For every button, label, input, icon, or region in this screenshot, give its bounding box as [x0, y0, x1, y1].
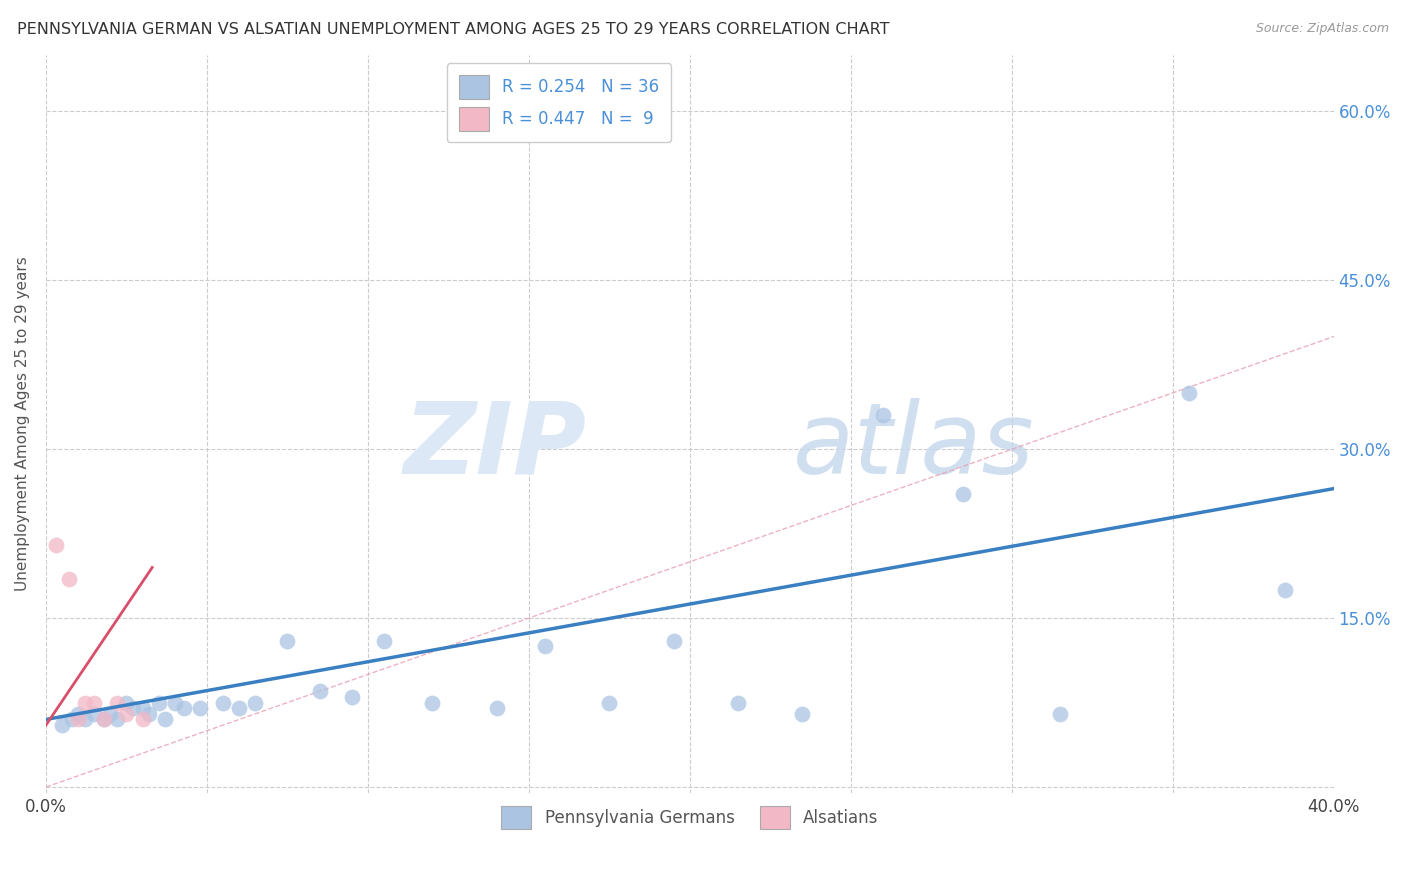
Point: [872, 409, 894, 423]
Text: Source: ZipAtlas.com: Source: ZipAtlas.com: [1256, 22, 1389, 36]
Point: [727, 696, 749, 710]
Point: [60, 713, 83, 727]
Point: [245, 696, 267, 710]
Point: [58, 572, 80, 586]
Point: [115, 696, 138, 710]
Point: [153, 713, 176, 727]
Text: ZIP: ZIP: [404, 398, 586, 494]
Point: [173, 701, 195, 715]
Point: [67, 713, 90, 727]
Point: [138, 706, 160, 721]
Point: [93, 713, 115, 727]
Point: [1178, 386, 1201, 401]
Point: [93, 713, 115, 727]
Point: [73, 713, 96, 727]
Point: [148, 696, 170, 710]
Point: [67, 706, 90, 721]
Point: [163, 696, 186, 710]
Point: [131, 713, 153, 727]
Point: [212, 696, 235, 710]
Point: [131, 701, 153, 715]
Point: [340, 690, 363, 704]
Point: [83, 706, 105, 721]
Point: [73, 696, 96, 710]
Point: [534, 640, 557, 654]
Point: [115, 706, 138, 721]
Point: [51, 718, 73, 732]
Point: [98, 706, 121, 721]
Point: [485, 701, 508, 715]
Point: [83, 696, 105, 710]
Point: [662, 633, 685, 648]
Point: [952, 487, 974, 501]
Point: [228, 701, 250, 715]
Point: [122, 701, 145, 715]
Point: [1274, 582, 1296, 597]
Point: [105, 713, 128, 727]
Point: [373, 633, 395, 648]
Text: atlas: atlas: [793, 398, 1035, 494]
Point: [1049, 706, 1071, 721]
Point: [276, 633, 298, 648]
Y-axis label: Unemployment Among Ages 25 to 29 years: Unemployment Among Ages 25 to 29 years: [15, 257, 30, 591]
Point: [308, 684, 330, 698]
Point: [190, 701, 212, 715]
Point: [598, 696, 620, 710]
Text: PENNSYLVANIA GERMAN VS ALSATIAN UNEMPLOYMENT AMONG AGES 25 TO 29 YEARS CORRELATI: PENNSYLVANIA GERMAN VS ALSATIAN UNEMPLOY…: [17, 22, 890, 37]
Point: [420, 696, 443, 710]
Point: [45, 538, 67, 552]
Point: [105, 696, 128, 710]
Point: [792, 706, 814, 721]
Legend: Pennsylvania Germans, Alsatians: Pennsylvania Germans, Alsatians: [495, 799, 884, 836]
